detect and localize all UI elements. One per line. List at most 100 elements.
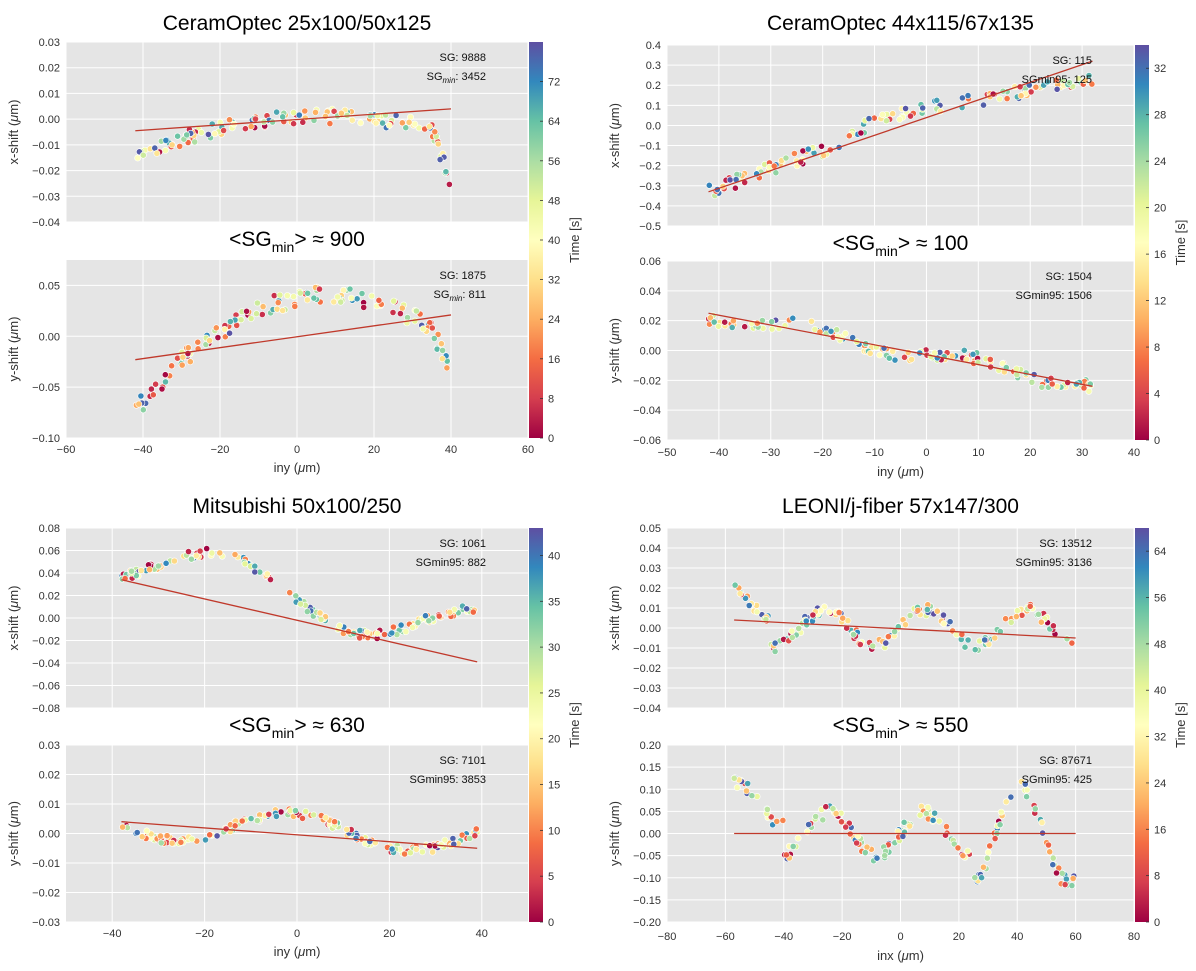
scatter-point xyxy=(302,808,310,815)
y-tick-label: 0.03 xyxy=(39,37,60,49)
scatter-point xyxy=(368,292,376,300)
scatter-point xyxy=(310,294,318,302)
y-tick-label: 0.06 xyxy=(39,546,60,558)
annotation-sg: SG: 13512 xyxy=(1039,538,1092,550)
scatter-point xyxy=(138,833,146,841)
scatter-point xyxy=(213,832,221,840)
scatter-point xyxy=(1069,875,1077,882)
scatter-point xyxy=(137,567,145,574)
y-tick-label: 0.03 xyxy=(39,740,60,752)
scatter-point xyxy=(259,303,267,310)
annotation-sg: SG: 7101 xyxy=(440,755,486,767)
scatter-point xyxy=(299,815,306,822)
colorbar-label: Time [s] xyxy=(1173,702,1188,748)
scatter-point xyxy=(818,142,825,150)
annotation-sgmin: SGmin95: 1506 xyxy=(1016,290,1092,302)
scatter-point xyxy=(449,835,457,842)
scatter-point xyxy=(1063,635,1071,643)
scatter-point xyxy=(1088,80,1096,88)
sg-min-label: <SGmin> ≈ 900 xyxy=(229,228,365,255)
scatter-point xyxy=(885,633,892,640)
x-axis-label: inx (μm) xyxy=(877,948,924,963)
colorbar-tick-label: 16 xyxy=(1154,824,1166,836)
scatter-point xyxy=(986,355,994,363)
scatter-point xyxy=(783,851,790,859)
colorbar-tick-label: 24 xyxy=(1154,156,1166,168)
fit-line xyxy=(135,314,452,361)
scatter-point xyxy=(808,317,815,325)
scatter-point xyxy=(247,123,255,130)
scatter-point xyxy=(426,842,434,850)
annotation-sgmin: SGmin95: 425 xyxy=(1022,774,1092,786)
scatter-point xyxy=(899,833,907,840)
scatter-point xyxy=(1002,615,1009,623)
scatter-point xyxy=(933,96,941,104)
scatter-point xyxy=(919,104,927,112)
scatter-point xyxy=(1023,786,1031,794)
scatter-point xyxy=(203,545,211,552)
scatter-point xyxy=(346,285,354,293)
colorbar-tick-label: 28 xyxy=(1154,110,1166,122)
scatter-point xyxy=(788,634,796,641)
scatter-point xyxy=(334,293,341,301)
colorbar-tick-label: 56 xyxy=(1154,593,1166,605)
annotation-sgmin: SGmin95: 3136 xyxy=(1016,557,1092,569)
colorbar-tick-label: 48 xyxy=(1154,639,1166,651)
scatter-point xyxy=(741,323,749,331)
y-tick-label: −0.01 xyxy=(633,643,661,655)
scatter-point xyxy=(326,120,334,127)
y-tick-label: 0.02 xyxy=(39,63,60,75)
scatter-point xyxy=(435,612,443,620)
colorbar-tick-label: 32 xyxy=(1154,732,1166,744)
scatter-point xyxy=(158,385,166,393)
scatter-point xyxy=(1038,819,1046,826)
chart-2: CeramOptec 44x115/67x135 −0.5 −0.4 −0.3 −0.2… xyxy=(607,12,1188,479)
scatter-point xyxy=(753,608,761,616)
scatter-point xyxy=(134,154,142,162)
x-tick-label: −60 xyxy=(716,931,735,943)
scatter-point xyxy=(707,314,714,322)
scatter-point xyxy=(188,835,196,843)
scatter-point xyxy=(906,822,914,830)
scatter-point xyxy=(733,784,741,791)
y-tick-label: −0.01 xyxy=(32,858,60,870)
colorbar-tick-label: 40 xyxy=(548,550,560,562)
y-tick-label: 0.04 xyxy=(640,543,661,555)
panel-y-shift: −0.06 −0.04 −0.02 0.00 0.02 0.04 0.06 y-shift (… xyxy=(607,256,1135,447)
x-tick-label: −30 xyxy=(761,447,780,459)
scatter-point xyxy=(186,358,194,366)
scatter-point xyxy=(216,549,224,557)
scatter-point xyxy=(411,120,419,128)
scatter-point xyxy=(773,818,781,825)
y-axis-label: y-shift (μm) xyxy=(607,801,622,866)
scatter-point xyxy=(430,335,438,342)
scatter-point xyxy=(206,831,214,839)
scatter-point xyxy=(743,787,750,795)
colorbar-tick-label: 40 xyxy=(1154,685,1166,697)
scatter-point xyxy=(372,119,380,127)
y-tick-label: −0.10 xyxy=(32,433,60,445)
scatter-point xyxy=(412,307,420,315)
scatter-point xyxy=(375,296,383,304)
scatter-point xyxy=(194,338,202,346)
fit-line xyxy=(708,312,1093,387)
y-tick-label: −0.06 xyxy=(633,435,661,447)
scatter-point xyxy=(1068,882,1076,889)
colorbar xyxy=(529,528,543,922)
scatter-point xyxy=(390,297,398,305)
colorbar-tick-label: 12 xyxy=(1154,296,1166,308)
scatter-point xyxy=(1066,79,1073,86)
scatter-point xyxy=(914,607,922,614)
scatter-point xyxy=(839,614,847,622)
scatter-point xyxy=(385,121,393,129)
scatter-point xyxy=(366,112,374,120)
scatter-point xyxy=(221,325,229,333)
scatter-point xyxy=(1085,72,1093,79)
scatter-point xyxy=(788,627,796,635)
scatter-point xyxy=(137,392,145,400)
scatter-point xyxy=(980,101,987,109)
scatter-point xyxy=(924,804,932,811)
scatter-point xyxy=(710,318,718,326)
scatter-point xyxy=(192,552,200,560)
scatter-point xyxy=(178,361,186,369)
